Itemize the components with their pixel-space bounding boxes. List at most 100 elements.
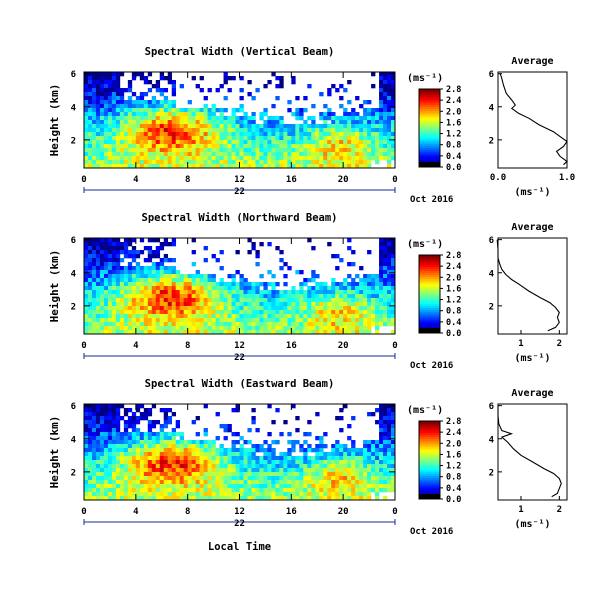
- x-tick-label: 0: [81, 175, 86, 185]
- heatmap-cell: [171, 452, 177, 457]
- heatmap-cell: [235, 250, 240, 255]
- heatmap-cell: [111, 460, 117, 465]
- heatmap-cell: [135, 452, 141, 457]
- heatmap-cell: [99, 306, 105, 311]
- colorbar-tick-label: 1.2: [446, 296, 461, 306]
- heatmap-cell: [299, 112, 304, 117]
- heatmap-cell: [275, 310, 280, 315]
- heatmap-cell: [107, 322, 113, 327]
- heatmap-cell: [187, 310, 192, 315]
- heatmap-cell: [367, 322, 372, 327]
- heatmap-cell: [155, 464, 161, 469]
- heatmap-cell: [255, 318, 260, 323]
- heatmap-cell: [191, 262, 196, 267]
- heatmap-cell: [383, 480, 388, 485]
- heatmap-cell: [347, 298, 352, 303]
- heatmap-cell: [119, 476, 125, 481]
- heatmap-cell: [91, 322, 97, 327]
- heatmap-cell: [291, 306, 296, 311]
- heatmap-cell: [151, 318, 157, 323]
- heatmap-cell: [239, 306, 244, 311]
- heatmap-cell: [163, 424, 169, 429]
- heatmap-cell: [243, 136, 248, 141]
- heatmap-cell: [135, 302, 141, 307]
- heatmap-cell: [231, 108, 236, 113]
- heatmap-cell: [111, 254, 117, 259]
- heatmap-cell: [391, 88, 396, 93]
- heatmap-cell: [115, 306, 121, 311]
- heatmap-cell: [335, 254, 340, 259]
- heatmap-cell: [163, 112, 169, 117]
- heatmap-cell: [175, 282, 180, 287]
- heatmap-cell: [235, 432, 240, 437]
- heatmap-cell: [111, 480, 117, 485]
- heatmap-cell: [211, 452, 216, 457]
- heatmap-cell: [187, 140, 192, 145]
- heatmap-cell: [123, 278, 129, 283]
- heatmap-cell: [151, 298, 157, 303]
- date-label: 22: [234, 519, 245, 529]
- heatmap-cell: [379, 290, 384, 295]
- heatmap-cell: [215, 480, 220, 485]
- heatmap-cell: [191, 440, 196, 445]
- heatmap-cell: [103, 144, 109, 149]
- heatmap-cell: [275, 152, 280, 157]
- heatmap-cell: [231, 290, 236, 295]
- heatmap-cell: [295, 160, 300, 165]
- heatmap-cell: [247, 326, 252, 331]
- heatmap-cell: [107, 164, 113, 169]
- heatmap-cell: [111, 100, 117, 105]
- heatmap-cell: [315, 436, 320, 441]
- heatmap-cell: [103, 270, 109, 275]
- heatmap-cell: [267, 144, 272, 149]
- heatmap-cell: [363, 326, 368, 331]
- heatmap-cell: [311, 326, 316, 331]
- heatmap-cell: [167, 80, 173, 85]
- heatmap-cell: [239, 116, 244, 121]
- heatmap-cell: [207, 440, 212, 445]
- colorbar-swatch: [419, 297, 440, 301]
- heatmap-cell: [91, 132, 97, 137]
- heatmap-cell: [383, 412, 388, 417]
- heatmap-cell: [383, 120, 388, 125]
- heatmap-cell: [207, 108, 212, 113]
- heatmap-cell: [235, 302, 240, 307]
- heatmap-cell: [99, 238, 105, 243]
- heatmap-cell: [231, 456, 236, 461]
- heatmap-cell: [159, 148, 165, 153]
- heatmap-cell: [375, 318, 380, 323]
- heatmap-cell: [383, 112, 388, 117]
- heatmap-cell: [295, 416, 300, 421]
- heatmap-cell: [347, 314, 352, 319]
- heatmap-cell: [371, 156, 376, 161]
- heatmap-cell: [343, 484, 348, 489]
- heatmap-cell: [351, 488, 356, 493]
- heatmap-cell: [163, 448, 169, 453]
- heatmap-cell: [139, 270, 145, 275]
- heatmap-cell: [87, 144, 93, 149]
- heatmap-cell: [387, 104, 392, 109]
- colorbar-swatch: [419, 317, 440, 320]
- heatmap-cell: [103, 278, 109, 283]
- heatmap-cell: [84, 496, 89, 501]
- heatmap-cell: [275, 464, 280, 469]
- heatmap-cell: [151, 452, 157, 457]
- heatmap-cell: [131, 452, 137, 457]
- heatmap-cell: [107, 326, 113, 331]
- heatmap-cell: [263, 488, 268, 493]
- heatmap-cell: [155, 238, 161, 243]
- heatmap-cell: [171, 148, 177, 153]
- heatmap-cell: [155, 152, 161, 157]
- heatmap-cell: [279, 120, 284, 125]
- heatmap-cell: [235, 408, 240, 413]
- heatmap-cell: [87, 160, 93, 165]
- heatmap-cell: [95, 464, 101, 469]
- heatmap-cell: [107, 448, 113, 453]
- heatmap-cell: [135, 298, 141, 303]
- heatmap-cell: [247, 250, 252, 255]
- heatmap-cell: [327, 286, 332, 291]
- heatmap-cell: [355, 456, 360, 461]
- heatmap-cell: [251, 294, 256, 299]
- heatmap-cell: [159, 128, 165, 133]
- heatmap-cell: [115, 250, 121, 255]
